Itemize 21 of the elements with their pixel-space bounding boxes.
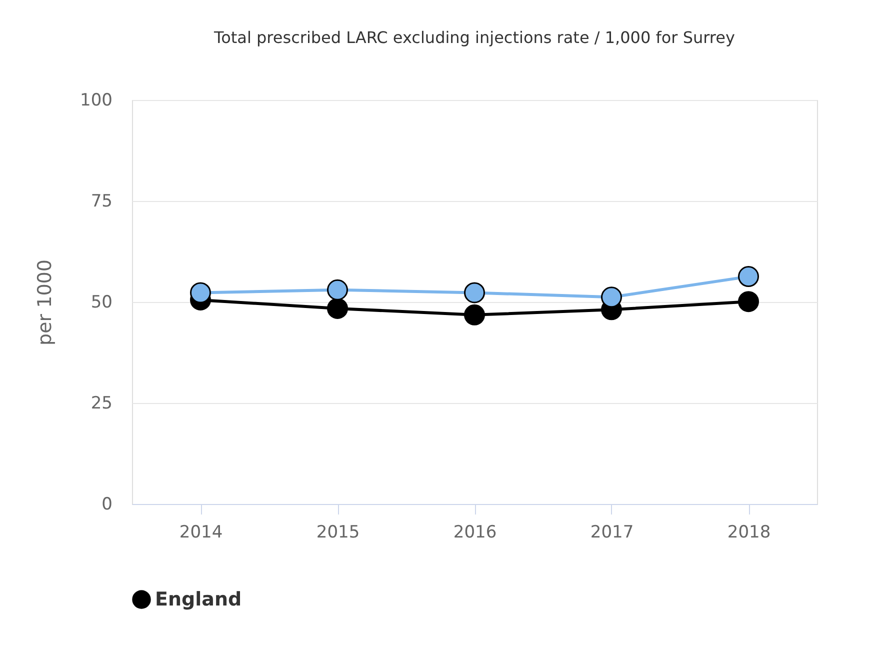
y-tick-label: 50 [90,292,112,312]
x-tick-label: 2016 [453,522,497,542]
point [601,286,622,308]
point [327,298,348,319]
x-tick-label: 2015 [316,522,360,542]
x-tick-label: 2018 [727,522,771,542]
point [464,304,485,326]
point [190,282,211,304]
y-tick-label: 100 [80,90,112,110]
y-axis-title: per 1000 [34,260,56,346]
chart-title: Total prescribed LARC excluding injections rate / 1,000 for Surrey [213,28,735,47]
x-tick-label: 2017 [590,522,634,542]
point [327,279,348,300]
point [464,282,485,304]
point [738,266,759,288]
y-tick-label: 75 [90,192,112,212]
y-tick-label: 0 [102,494,112,514]
x-tick-label: 2014 [179,522,223,542]
y-tick-label: 25 [90,394,112,414]
legend-label: England [155,588,242,610]
point [738,291,759,312]
